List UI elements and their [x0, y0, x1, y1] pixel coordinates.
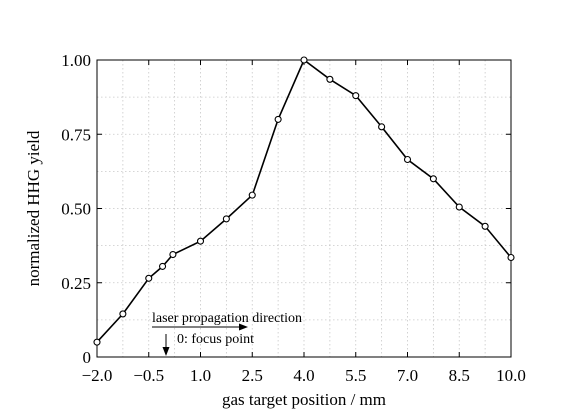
x-tick-label: 10.0	[496, 366, 526, 385]
data-point	[300, 56, 308, 64]
series	[93, 56, 515, 346]
y-axis-label: normalized HHG yield	[24, 130, 43, 286]
x-tick-label: −0.5	[133, 366, 164, 385]
annotation-focus-point: 0: focus point	[177, 332, 254, 347]
data-point	[352, 92, 360, 100]
data-point	[403, 155, 412, 164]
focus-point-arrow-head	[162, 347, 170, 356]
data-point	[222, 215, 230, 223]
x-tick-label: 5.5	[345, 366, 366, 385]
y-tick-label: 0.50	[61, 200, 91, 219]
data-point	[248, 191, 256, 199]
grid	[97, 60, 511, 357]
data-point	[378, 123, 386, 131]
data-point	[119, 310, 127, 318]
annotations: laser propagation direction 0: focus poi…	[152, 311, 302, 356]
x-tick-label: 4.0	[293, 366, 314, 385]
ticks: −2.0 −0.5 1.0 2.5 4.0 5.5 7.0 8.5 10.0 0 0.25 0.50 0…	[61, 51, 526, 385]
data-point	[507, 253, 515, 262]
data-point	[169, 250, 177, 259]
data-point	[93, 338, 101, 346]
data-point	[326, 75, 334, 83]
y-tick-label: 0	[83, 348, 92, 367]
x-tick-label: 8.5	[449, 366, 470, 385]
data-point	[274, 115, 282, 123]
x-axis-label: gas target position / mm	[222, 390, 386, 409]
y-tick-label: 0.25	[61, 274, 91, 293]
propagation-arrow-head	[239, 323, 248, 331]
data-point	[145, 274, 153, 282]
x-tick-label: 2.5	[242, 366, 263, 385]
data-point	[429, 175, 437, 183]
y-tick-label: 0.75	[61, 125, 91, 144]
y-tick-label: 1.00	[61, 51, 91, 70]
data-point	[196, 237, 205, 245]
data-point	[481, 222, 489, 230]
x-tick-label: −2.0	[82, 366, 113, 385]
annotation-propagation-direction: laser propagation direction	[152, 311, 302, 326]
x-tick-label: 1.0	[190, 366, 211, 385]
data-point	[159, 262, 167, 270]
data-point	[455, 203, 463, 211]
x-tick-label: 7.0	[397, 366, 418, 385]
